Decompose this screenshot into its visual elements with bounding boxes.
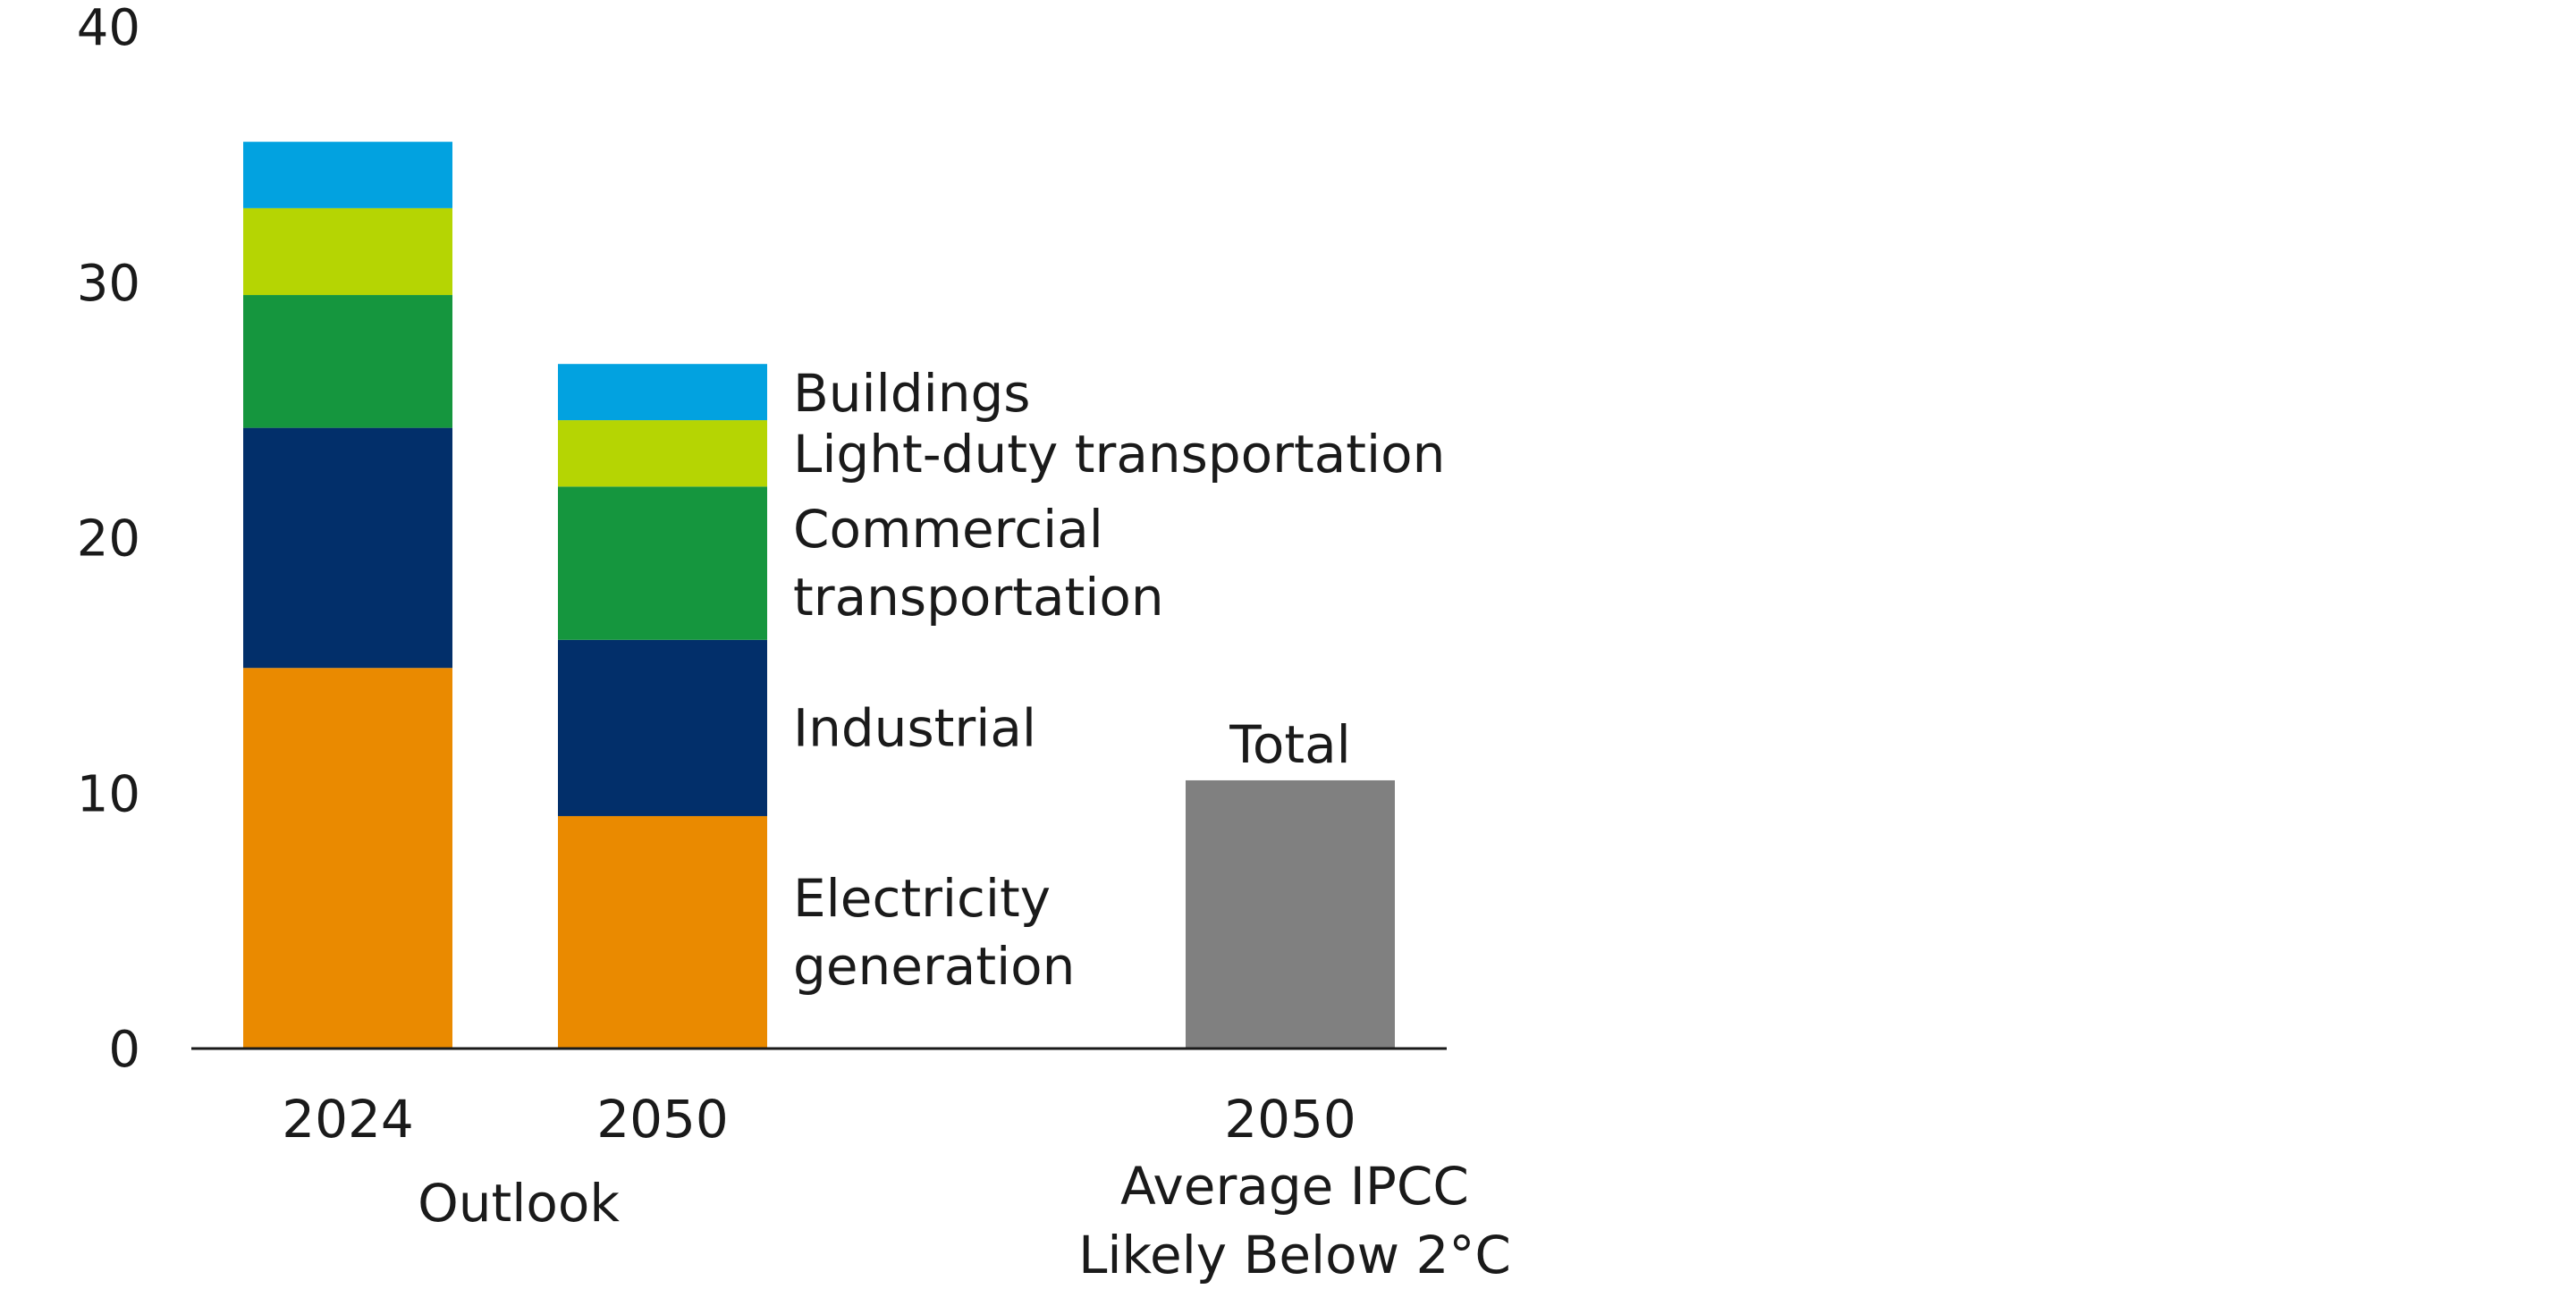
group-label-ipcc-line2: Likely Below 2°C	[1078, 1225, 1511, 1285]
y-axis-ticks: 0 10 20 30 40	[77, 0, 140, 1079]
bar-segment-commercial-transportation	[243, 295, 452, 428]
bar-segment-electricity-generation	[558, 815, 767, 1049]
series-label: Industrial	[793, 697, 1036, 758]
series-label: transportation	[793, 567, 1164, 628]
group-label-ipcc-line1: Average IPCC	[1120, 1156, 1469, 1217]
y-tick-label: 10	[77, 765, 140, 823]
group-label-outlook: Outlook	[418, 1173, 620, 1234]
x-tick-label-2024: 2024	[282, 1089, 414, 1150]
bar-segment-industrial	[558, 639, 767, 816]
series-label: Commercial	[793, 499, 1103, 560]
series-label: Buildings	[793, 363, 1031, 424]
y-tick-label: 40	[77, 0, 140, 57]
x-tick-label-2050-ipcc: 2050	[1224, 1089, 1356, 1150]
y-tick-label: 20	[77, 510, 140, 569]
bar-segment-industrial	[243, 427, 452, 669]
bar-segment-total	[1186, 779, 1395, 1049]
bar-segment-electricity-generation	[243, 668, 452, 1049]
y-tick-label: 30	[77, 255, 140, 313]
series-label: Electricity	[793, 868, 1051, 929]
series-label-total: Total	[1229, 714, 1350, 775]
series-label: generation	[793, 936, 1075, 997]
y-tick-label: 0	[108, 1021, 140, 1079]
bar-segment-light-duty-transportation	[558, 420, 767, 487]
bar-segment-buildings	[558, 364, 767, 421]
bar-segment-commercial-transportation	[558, 486, 767, 640]
bars	[243, 141, 1395, 1049]
series-labels: Electricity generation Industrial Commercia…	[793, 363, 1445, 997]
bar-segment-buildings	[243, 141, 452, 208]
x-tick-label-2050-outlook: 2050	[596, 1089, 729, 1150]
x-axis-labels: 2024 2050 2050 Outlook Average IPCC Like…	[282, 1089, 1511, 1285]
bar-segment-light-duty-transportation	[243, 207, 452, 296]
series-label: Light-duty transportation	[793, 424, 1445, 484]
